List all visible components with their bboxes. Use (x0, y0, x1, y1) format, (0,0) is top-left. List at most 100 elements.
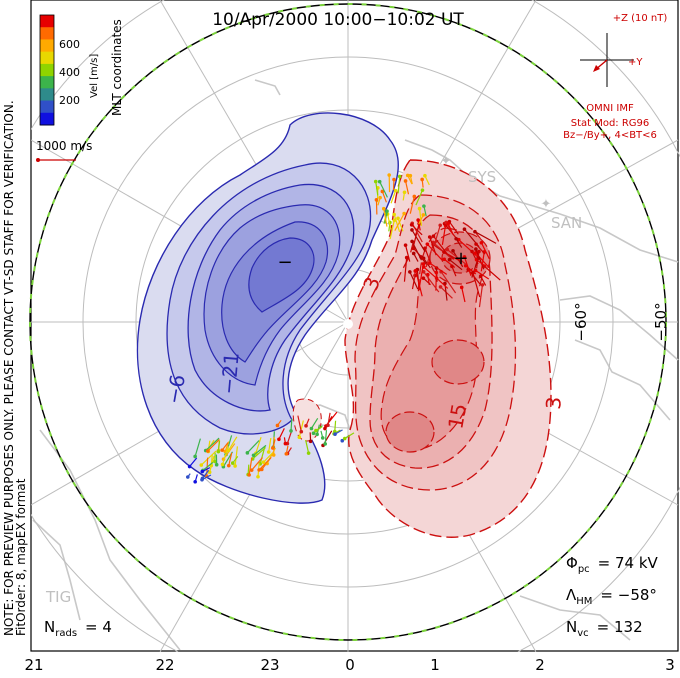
vector-origin-dot (231, 461, 235, 465)
vector-origin-dot (289, 429, 293, 433)
vector-origin-dot (257, 468, 261, 472)
stat-phi-pc: Φpc = 74 kV (566, 554, 659, 575)
vector-origin-dot (246, 451, 250, 455)
vector-origin-dot (426, 242, 430, 246)
vector-origin-dot (423, 174, 427, 178)
vector-origin-dot (276, 424, 280, 428)
stat-n-rads: Nrads= 4 (44, 618, 112, 639)
vector-origin-dot (217, 450, 221, 454)
vector-origin-dot (247, 473, 251, 477)
vector-origin-dot (410, 228, 414, 232)
velocity-vector (325, 430, 326, 444)
page-title: 10/Apr/2000 10:00−10:02 UT (212, 10, 464, 30)
vector-origin-dot (421, 188, 425, 192)
vector-origin-dot (435, 276, 439, 280)
vector-origin-dot (408, 270, 412, 274)
vector-origin-dot (298, 435, 302, 439)
stat-n-vc-sub: vc (577, 628, 588, 639)
vector-origin-dot (446, 222, 450, 226)
mlt-tick-2: 2 (535, 656, 545, 674)
vector-origin-dot (193, 480, 197, 484)
stat-lambda-hm: ΛHM= −58° (566, 586, 657, 607)
latitude-label-60: −60° (572, 302, 590, 341)
colorbar-segment (40, 27, 54, 40)
vector-origin-dot (221, 463, 225, 467)
vector-origin-dot (378, 180, 382, 184)
stat-phi-pc-value: = 74 kV (598, 554, 659, 572)
vector-origin-dot (410, 240, 414, 244)
colorbar-segment (40, 88, 54, 101)
vector-origin-dot (403, 190, 407, 194)
vector-origin-dot (442, 250, 446, 254)
station-label-san: SAN (551, 214, 582, 232)
vector-origin-dot (428, 261, 432, 265)
mlt-axis: 21 22 23 0 1 2 3 (24, 656, 674, 674)
stat-lambda-hm-value: = −58° (600, 586, 657, 604)
vector-origin-dot (422, 262, 426, 266)
fit-order-note: FitOrder: 8, mapEX format (14, 478, 28, 636)
vector-origin-dot (438, 223, 442, 227)
colorbar-tick-200: 200 (59, 94, 80, 107)
vector-origin-dot (267, 450, 271, 454)
vector-origin-dot (252, 453, 256, 457)
scale-label: 1000 m/s (36, 139, 92, 153)
velocity-colorbar: 600 400 200 Vel [m/s] MLT coordinates (40, 15, 124, 126)
vector-origin-dot (392, 213, 396, 217)
pole-dot (343, 319, 353, 329)
vector-origin-dot (314, 429, 318, 433)
vector-origin-dot (402, 212, 406, 216)
station-label-tig: TIG (45, 588, 71, 606)
stat-lambda-hm-sub: HM (576, 596, 592, 607)
vector-origin-dot (333, 432, 337, 436)
imf-z-label: +Z (10 nT) (613, 13, 668, 24)
vector-origin-dot (445, 248, 449, 252)
stat-n-vc-value: = 132 (597, 618, 643, 636)
colorbar-segment (40, 76, 54, 89)
vector-origin-dot (414, 269, 418, 273)
stat-phi-pc-sub: pc (578, 564, 590, 575)
vector-origin-dot (480, 241, 484, 245)
vector-origin-dot (463, 227, 467, 231)
imf-clock: +Z (10 nT) +Y OMNI IMF Stat Mod: RG96 Bz… (563, 13, 667, 141)
vector-origin-dot (284, 442, 288, 446)
vector-origin-dot (412, 252, 416, 256)
vector-origin-dot (323, 427, 327, 431)
vector-origin-dot (186, 475, 190, 479)
coordinate-system-label: MLT coordinates (110, 19, 124, 116)
vector-origin-dot (215, 463, 219, 467)
vector-origin-dot (460, 286, 464, 290)
latitude-label-50: −50° (652, 302, 670, 341)
vector-origin-dot (310, 427, 314, 431)
colorbar-tick-600: 600 (59, 38, 80, 51)
contour-label-pos-edge: 3 (541, 396, 566, 411)
vector-origin-dot (477, 250, 481, 254)
stat-phi-pc-symbol: Φ (566, 554, 578, 572)
colorbar-segment (40, 52, 54, 65)
colorbar-tick-400: 400 (59, 66, 80, 79)
vector-origin-dot (262, 460, 266, 464)
station-label-sys: SYS (468, 168, 496, 186)
vector-origin-dot (375, 198, 379, 202)
vector-origin-dot (442, 257, 446, 261)
vector-origin-dot (385, 209, 389, 213)
vector-origin-dot (410, 223, 414, 227)
colorbar-segment (40, 64, 54, 77)
colorbar-title: Vel [m/s] (89, 54, 100, 98)
vector-origin-dot (413, 195, 417, 199)
vector-origin-dot (321, 436, 325, 440)
mlt-tick-21: 21 (24, 656, 43, 674)
stat-n-rads-symbol: N (44, 618, 55, 636)
potential-min-marker: − (277, 252, 292, 273)
vector-origin-dot (382, 207, 386, 211)
vector-origin-dot (250, 468, 254, 472)
mlt-tick-1: 1 (430, 656, 440, 674)
vector-origin-dot (307, 451, 311, 455)
contour-label-neg-inner: −21 (216, 351, 244, 395)
station-marker-sys: ✦ (441, 154, 452, 169)
station-marker-san: ✦ (541, 197, 552, 212)
vector-origin-dot (474, 247, 478, 251)
vector-origin-dot (405, 256, 409, 260)
colorbar-segment (40, 113, 54, 126)
